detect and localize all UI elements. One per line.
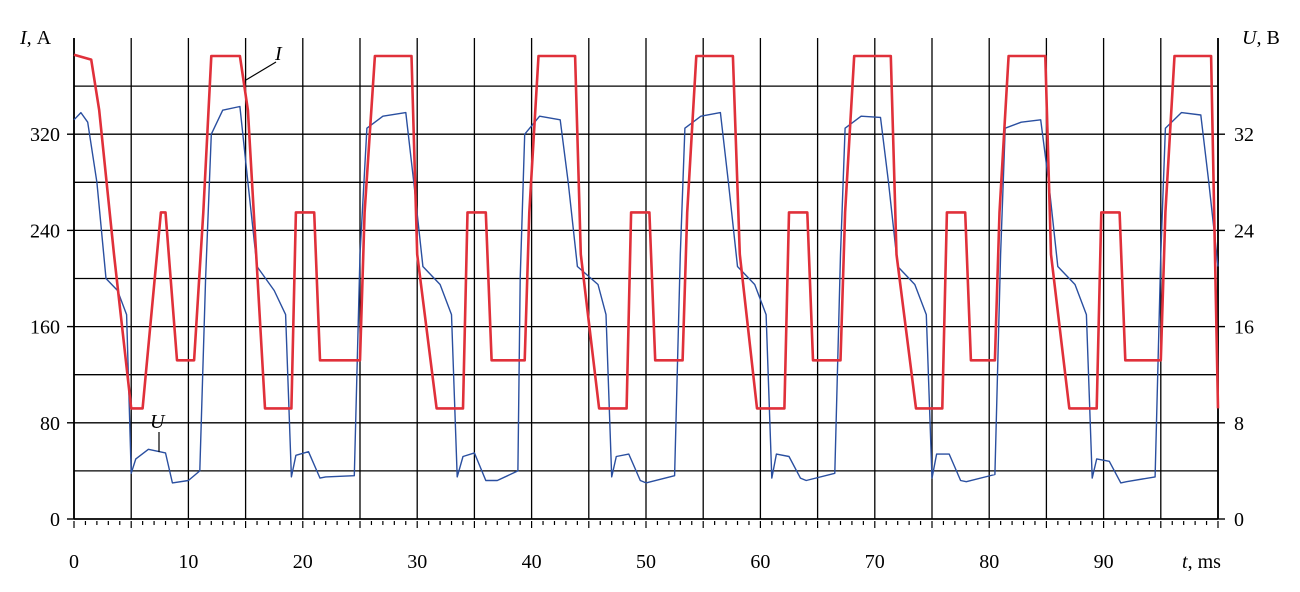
annotations: I U	[150, 43, 283, 452]
x-tick-label: 10	[178, 551, 198, 573]
minor-ticks	[67, 133, 1225, 528]
right-tick-label: 16	[1234, 317, 1254, 339]
series-layer	[73, 53, 1220, 484]
left-axis-title: I, А	[19, 27, 52, 49]
left-tick-label: 240	[30, 220, 60, 242]
x-tick-label: 90	[1094, 551, 1114, 573]
grid	[73, 38, 1219, 520]
x-tick-label: 80	[979, 551, 999, 573]
right-tick-label: 32	[1234, 124, 1254, 146]
left-tick-label: 320	[30, 124, 60, 146]
x-tick-label: 40	[522, 551, 542, 573]
x-tick-label: 70	[865, 551, 885, 573]
right-tick-label: 24	[1234, 220, 1254, 242]
i-series-annotation: I	[274, 43, 283, 65]
i-leader-line	[245, 61, 277, 81]
x-axis-title: t, ms	[1182, 551, 1221, 573]
right-axis-title: U, В	[1242, 27, 1280, 49]
left-tick-label: 0	[50, 509, 60, 531]
x-tick-label: 30	[407, 551, 427, 573]
left-tick-label: 160	[30, 317, 60, 339]
right-tick-label: 0	[1234, 509, 1244, 531]
series-line-u	[73, 105, 1219, 484]
x-tick-label: 50	[636, 551, 656, 573]
u-series-annotation: U	[150, 411, 166, 433]
x-tick-label: 0	[69, 551, 79, 573]
x-tick-label: 20	[293, 551, 313, 573]
series-line-i	[73, 53, 1220, 410]
right-tick-label: 8	[1234, 413, 1244, 435]
x-tick-label: 60	[750, 551, 770, 573]
left-tick-label: 80	[40, 413, 60, 435]
